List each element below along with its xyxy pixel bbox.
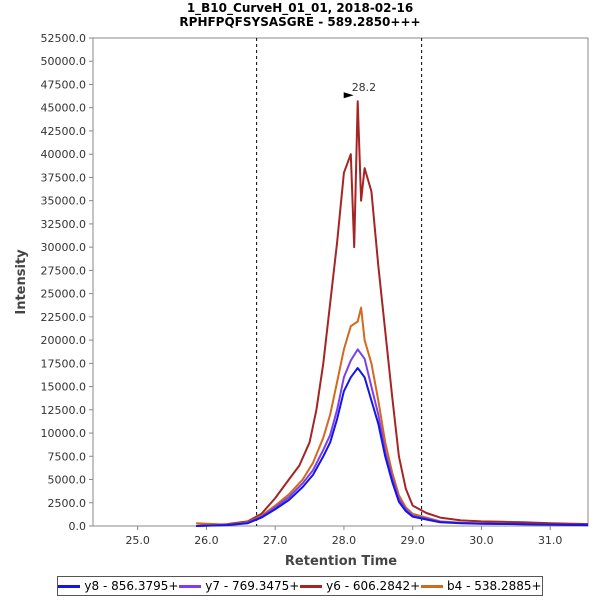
series-layer: [196, 100, 589, 527]
y-tick-label: 22500.0: [41, 311, 87, 324]
y-tick-label: 17500.0: [41, 357, 87, 370]
legend-swatch-y8: [58, 584, 81, 588]
legend-swatch-y7: [179, 584, 202, 588]
legend-swatch-b4: [421, 584, 443, 588]
y-tick-label: 50000.0: [41, 55, 87, 68]
peak-marker-icon: [343, 92, 354, 99]
y-tick-label: 45000.0: [41, 102, 87, 115]
y-tick-label: 20000.0: [41, 334, 87, 347]
legend-item-y6: y6 - 606.2842+: [300, 579, 420, 593]
y-tick-label: 15000.0: [41, 381, 87, 394]
x-tick-label: 30.0: [469, 534, 494, 547]
legend-swatch-y6: [300, 584, 323, 588]
y-tick-label: 42500.0: [41, 125, 87, 138]
y-tick-label: 32500.0: [41, 218, 87, 231]
legend: y8 - 856.3795+ y7 - 769.3475+ y6 - 606.2…: [57, 576, 543, 596]
peak-label: 28.2: [352, 81, 377, 94]
y-tick-label: 5000.0: [48, 474, 87, 487]
y-tick-label: 52500.0: [41, 32, 87, 45]
x-tick-label: 31.0: [538, 534, 563, 547]
y-tick-label: 2500.0: [48, 497, 87, 510]
x-tick-label: 28.0: [332, 534, 357, 547]
y-tick-label: 37500.0: [41, 171, 87, 184]
y-tick-label: 40000.0: [41, 148, 87, 161]
chromatogram-chart: 1_B10_CurveH_01_01, 2018-02-16 RPHFPQFSY…: [14, 1, 589, 569]
chart-subtitle: RPHFPQFSYSASGRE - 589.2850+++: [179, 15, 420, 29]
x-axis-ticks: 25.0 26.0 27.0 28.0 29.0 30.0 31.0: [125, 526, 562, 547]
legend-item-y8: y8 - 856.3795+: [58, 579, 178, 593]
y-tick-label: 27500.0: [41, 264, 87, 277]
y-tick-label: 47500.0: [41, 78, 87, 91]
chart-title: 1_B10_CurveH_01_01, 2018-02-16: [187, 1, 413, 16]
legend-label-y8: y8 - 856.3795+: [84, 579, 179, 593]
x-tick-label: 27.0: [263, 534, 288, 547]
plot-area: [92, 37, 589, 527]
y-axis-ticks: 0.0 2500.0 5000.0 7500.0 10000.0 12500.0 15000…: [41, 32, 93, 533]
x-tick-label: 25.0: [125, 534, 150, 547]
y-tick-label: 10000.0: [41, 427, 87, 440]
legend-label-y7: y7 - 769.3475+: [205, 579, 300, 593]
x-axis-label: Retention Time: [285, 554, 397, 569]
peak-annotation: 28.2: [343, 81, 377, 99]
legend-item-y7: y7 - 769.3475+: [179, 579, 299, 593]
y-tick-label: 7500.0: [48, 450, 87, 463]
legend-label-y6: y6 - 606.2842+: [326, 579, 421, 593]
y-axis-label: Intensity: [14, 249, 29, 315]
series-line-y6: [196, 100, 589, 527]
legend-label-b4: b4 - 538.2885+: [447, 579, 542, 593]
y-tick-label: 30000.0: [41, 241, 87, 254]
x-tick-label: 26.0: [194, 534, 219, 547]
y-tick-label: 35000.0: [41, 195, 87, 208]
y-tick-label: 12500.0: [41, 404, 87, 417]
series-line-y8: [196, 367, 589, 527]
x-tick-label: 29.0: [400, 534, 425, 547]
y-tick-label: 25000.0: [41, 288, 87, 301]
y-tick-label: 0.0: [69, 520, 87, 533]
legend-item-b4: b4 - 538.2885+: [421, 579, 542, 593]
